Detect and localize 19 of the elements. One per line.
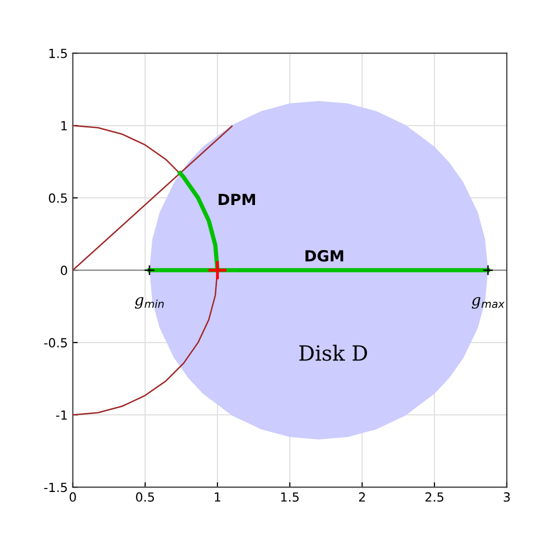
y-tick-label: 1.5 <box>49 48 67 58</box>
annotation: DPM <box>218 194 255 205</box>
annotation: Disk D <box>299 344 368 361</box>
x-tick-label: 2 <box>359 492 365 502</box>
x-tick-label: 1 <box>214 492 220 502</box>
x-tick-label: 2.5 <box>425 492 444 502</box>
y-tick-label: 1 <box>61 121 67 130</box>
y-tick-label: -0.5 <box>44 338 67 348</box>
x-tick-label: 1.5 <box>281 492 299 502</box>
annotation: g$_{min}$ <box>134 297 164 309</box>
x-tick-label: 3 <box>504 492 510 502</box>
annotation: DGM <box>306 250 344 262</box>
y-tick-label: -1.5 <box>44 482 67 492</box>
y-tick-label: 0.5 <box>48 193 67 203</box>
y-tick-label: -1 <box>56 410 67 420</box>
x-tick-label: 0.5 <box>136 492 154 502</box>
annotation: g$_{max}$ <box>472 297 505 309</box>
y-tick-label: 0 <box>60 266 68 276</box>
x-tick-label: 0 <box>70 492 76 502</box>
